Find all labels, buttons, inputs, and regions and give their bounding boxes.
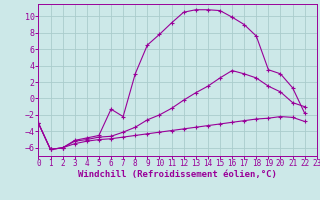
X-axis label: Windchill (Refroidissement éolien,°C): Windchill (Refroidissement éolien,°C) — [78, 170, 277, 179]
